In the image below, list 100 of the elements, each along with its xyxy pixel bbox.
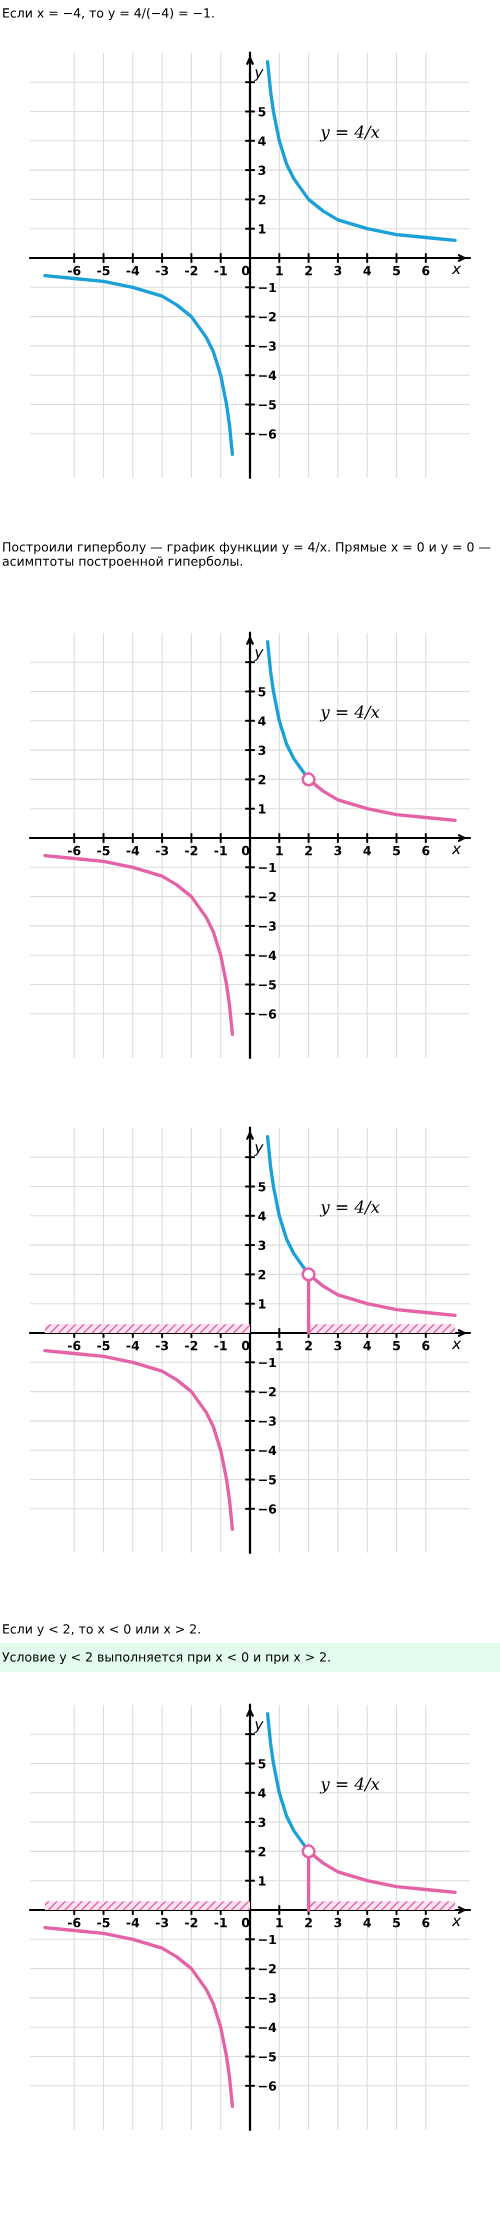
x-tick-label: -5: [97, 266, 110, 276]
x-tick-label: 4: [363, 266, 371, 276]
x-tick-label: 5: [393, 1341, 400, 1351]
x-axis-title: x: [451, 1917, 462, 1926]
x-tick-label: 0: [241, 845, 250, 856]
y-tick-label: −1: [258, 1357, 276, 1368]
annotation: y = 4/x: [319, 705, 380, 722]
y-tick-label: 1: [259, 1299, 266, 1309]
y-tick-label: −1: [258, 862, 276, 873]
y-tick-label: 1: [259, 224, 266, 234]
x-tick-label: -6: [67, 1917, 81, 1928]
x-tick-label: -1: [214, 846, 227, 856]
y-tick-label: −5: [258, 980, 276, 990]
annotation: y = 4/x: [319, 125, 380, 142]
x-tick-label: -1: [214, 1918, 227, 1928]
x-tick-label: 6: [422, 265, 430, 276]
x-tick-label: -4: [126, 266, 140, 276]
y-tick-label: −1: [258, 282, 276, 293]
y-tick-label: 3: [258, 745, 266, 756]
y-tick-label: −3: [258, 921, 276, 931]
y-tick-label: 5: [258, 1182, 266, 1192]
x-tick-label: 6: [422, 845, 430, 856]
y-tick-label: 5: [258, 1759, 266, 1769]
x-tick-label: 2: [305, 845, 312, 856]
x-tick-label: -2: [185, 265, 198, 276]
x-tick-label: -1: [214, 1341, 227, 1351]
x-tick-label: -5: [97, 1918, 110, 1928]
y-tick-label: 4: [258, 1788, 266, 1798]
x-tick-label: -5: [97, 1341, 110, 1351]
x-tick-label: -6: [67, 845, 81, 856]
y-tick-label: −4: [258, 370, 277, 380]
x-tick-label: 2: [305, 265, 312, 276]
x-tick-label: 5: [393, 1918, 400, 1928]
y-tick-label: −4: [258, 950, 277, 960]
x-tick-label: -3: [155, 1340, 169, 1351]
x-tick-label: -5: [97, 846, 110, 856]
x-tick-label: 5: [393, 266, 400, 276]
x-tick-label: 0: [241, 1340, 250, 1351]
y-tick-label: −5: [258, 1475, 276, 1485]
y-tick-label: −6: [258, 1009, 277, 1019]
y-tick-label: −2: [258, 892, 276, 902]
y-tick-label: −6: [258, 2081, 277, 2091]
chart-title: Если y < 2, то x < 0 или x > 2.: [3, 1624, 200, 1637]
x-tick-label: -3: [155, 265, 169, 276]
y-tick-label: 5: [258, 107, 266, 117]
x-tick-label: 2: [305, 1340, 312, 1351]
x-tick-label: 4: [363, 1918, 371, 1928]
x-tick-label: -2: [185, 1917, 198, 1928]
y-tick-label: −4: [258, 1445, 277, 1455]
y-axis-title: y: [254, 69, 264, 81]
y-tick-label: −3: [258, 341, 276, 351]
x-tick-label: 3: [334, 1917, 342, 1928]
y-axis-title: y: [254, 1721, 264, 1733]
x-tick-label: 3: [334, 265, 342, 276]
x-tick-label: -1: [214, 266, 227, 276]
x-tick-label: -2: [185, 1340, 198, 1351]
x-tick-label: 0: [241, 265, 250, 276]
y-tick-label: −3: [258, 1993, 276, 2003]
y-tick-label: 4: [258, 1211, 266, 1221]
y-tick-label: 2: [258, 774, 266, 785]
y-tick-label: 4: [258, 716, 266, 726]
y-tick-label: −5: [258, 2052, 276, 2062]
y-axis-title: y: [254, 1144, 264, 1156]
y-tick-label: 5: [258, 687, 266, 697]
y-tick-label: −2: [258, 1387, 276, 1397]
y-tick-label: 4: [258, 136, 266, 146]
x-tick-label: 6: [422, 1917, 430, 1928]
y-tick-label: −5: [258, 400, 276, 410]
y-tick-label: 1: [259, 804, 266, 814]
x-tick-label: 3: [334, 845, 342, 856]
y-tick-label: −1: [258, 1934, 276, 1945]
x-tick-label: 2: [305, 1917, 312, 1928]
chart-title: Построили гиперболу — график функции y = 4/x. Прямые x = 0 и y = 0 — асимптоты построенной гиперболы.: [2, 541, 491, 569]
x-tick-label: 6: [422, 1340, 430, 1351]
y-tick-label: 2: [258, 194, 266, 205]
y-tick-label: 3: [258, 165, 266, 176]
x-tick-label: -3: [155, 1917, 169, 1928]
y-tick-label: −6: [258, 1504, 277, 1514]
x-tick-label: -6: [67, 265, 81, 276]
x-tick-label: -6: [67, 1340, 81, 1351]
annotation: y = 4/x: [319, 1777, 380, 1794]
y-tick-label: 3: [258, 1240, 266, 1251]
y-axis-title: y: [254, 649, 264, 661]
x-axis-title: x: [451, 845, 462, 854]
y-tick-label: −4: [258, 2022, 277, 2032]
x-tick-label: 4: [363, 846, 371, 856]
x-tick-label: -2: [185, 845, 198, 856]
y-tick-label: −2: [258, 1964, 276, 1974]
x-tick-label: -3: [155, 845, 169, 856]
y-tick-label: 1: [259, 1876, 266, 1886]
x-tick-label: 0: [241, 1917, 250, 1928]
annotation: y = 4/x: [319, 1200, 380, 1217]
x-tick-label: -4: [126, 1341, 140, 1351]
y-tick-label: −3: [258, 1416, 276, 1426]
y-tick-label: 2: [258, 1269, 266, 1280]
x-axis-title: x: [451, 265, 462, 274]
y-tick-label: 2: [258, 1846, 266, 1857]
x-tick-label: 4: [363, 1341, 371, 1351]
y-tick-label: 3: [258, 1817, 266, 1828]
y-tick-label: −2: [258, 312, 276, 322]
